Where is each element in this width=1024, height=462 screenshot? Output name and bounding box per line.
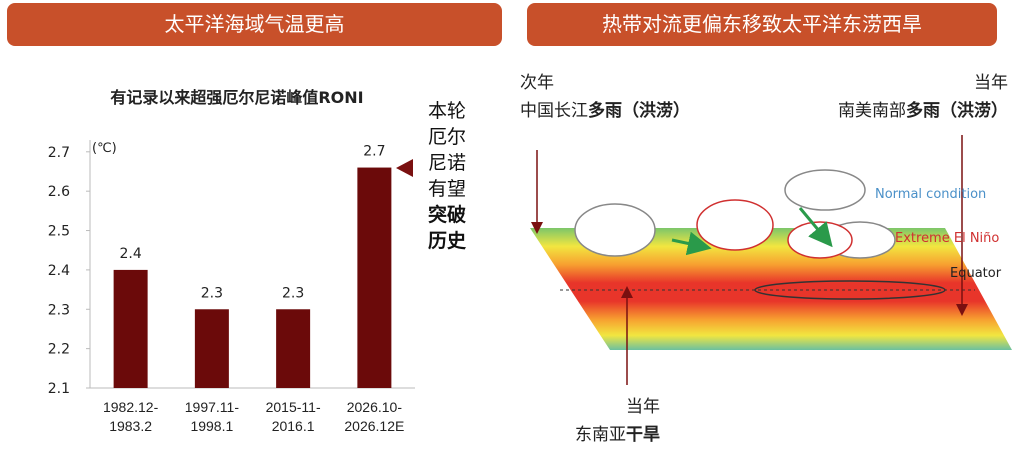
legend-label: Extreme El Niño (895, 231, 999, 246)
bar (276, 309, 311, 388)
unit-label: (℃) (92, 141, 117, 156)
label: 当年 (974, 73, 1008, 93)
y-tick-label: 2.3 (48, 302, 70, 318)
bar (113, 269, 148, 388)
x-tick-label: 1997.11-1998.1 (184, 399, 239, 434)
label: 当年 (626, 397, 660, 417)
sea-map (530, 228, 1012, 350)
annotation: 本轮厄尔尼诺有望突破历史 (428, 98, 468, 254)
legend-label: Normal condition (875, 187, 986, 202)
label: 次年 (520, 73, 554, 93)
y-tick-label: 2.4 (48, 263, 70, 279)
label: 南美南部多雨（洪涝） (838, 100, 1008, 121)
bar (357, 167, 392, 388)
label: 中国长江多雨（洪涝） (520, 100, 690, 121)
y-tick-label: 2.7 (48, 145, 70, 161)
x-tick-label: 2015-11-2016.1 (265, 399, 321, 434)
legend-label: Equator (950, 266, 1002, 281)
value-label: 2.3 (282, 285, 304, 301)
y-tick-label: 2.6 (48, 184, 70, 200)
bar (194, 309, 229, 388)
arrow (798, 207, 833, 248)
arrow (671, 231, 712, 256)
pointer (396, 159, 413, 177)
y-tick-label: 2.5 (48, 224, 70, 240)
x-tick-label: 2026.10-2026.12E (344, 399, 405, 434)
value-label: 2.7 (363, 144, 385, 160)
chart-title: 有记录以来超强厄尔尼诺峰值RONI (110, 88, 363, 107)
annotation-text: 本轮厄尔尼诺有望 (428, 100, 467, 200)
y-tick-label: 2.2 (48, 342, 70, 358)
left-header: 太平洋海域气温更高 (7, 3, 502, 46)
diagram: Normal condition Extreme El Niño Equator… (520, 73, 1012, 445)
annotation-emphasis: 突破历史 (428, 204, 467, 252)
label: 东南亚干旱 (575, 425, 660, 445)
value-label: 2.4 (119, 246, 141, 262)
right-header: 热带对流更偏东移致太平洋东涝西旱 (527, 3, 997, 46)
y-tick-label: 2.1 (48, 381, 70, 397)
x-tick-label: 1982.12-1983.2 (102, 399, 159, 434)
value-label: 2.3 (201, 285, 223, 301)
